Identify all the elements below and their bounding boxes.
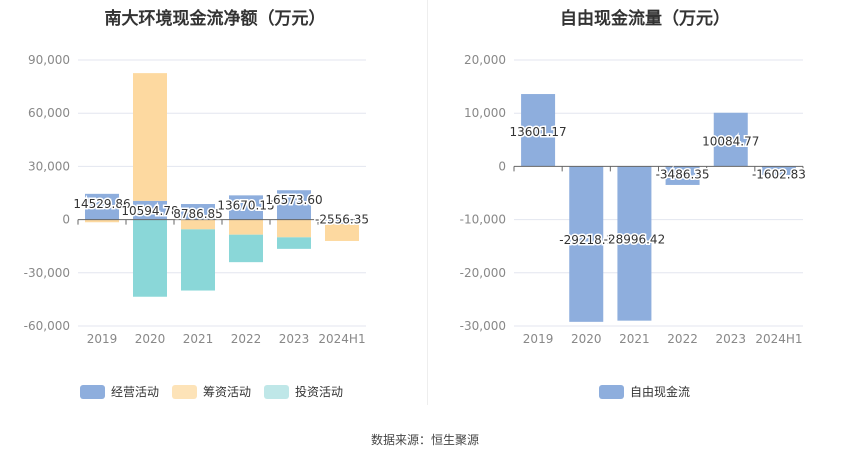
left-ytick-label: -60,000 [24,319,70,333]
legend-swatch-investing [264,384,290,399]
left-bar-operating [181,204,215,220]
right-ytick-label: 20,000 [464,53,506,67]
left-data-label: 13670.15 [217,198,274,212]
right-data-label: -28996.42 [604,233,666,247]
left-xtick-label: 2020 [135,332,166,346]
left-bar-financing [133,73,167,201]
legend-label-free-cash-flow: 自由现金流 [630,385,691,399]
right-bar-free-cash-flow [521,94,556,167]
left-data-label: 16573.60 [265,193,322,207]
legend-swatch-operating [80,384,105,399]
left-xtick-label: 2019 [87,332,118,346]
left-data-label: 8786.85 [173,207,223,221]
legend-label-financing: 筹资活动 [203,385,252,399]
right-data-label: -3486.35 [656,167,710,181]
right-bar-free-cash-flow [617,166,652,321]
legend-label-operating: 经营活动 [111,385,160,399]
right-bar-free-cash-flow [713,112,748,167]
left-bar-operating [277,190,311,220]
left-ytick-label: 60,000 [28,106,70,120]
left-bar-investing [181,229,215,291]
data-source: 数据来源：恒生聚源 [370,433,479,447]
left-ytick-label: 90,000 [28,53,70,67]
legend-item-investing[interactable]: 投资活动 [264,383,343,400]
left-ytick-label: 0 [62,213,70,227]
left-bar-financing [85,219,119,223]
right-xtick-label: 2023 [715,332,746,346]
right-bar-free-cash-flow [761,166,796,175]
right-ytick-label: 10,000 [464,106,506,120]
left-bar-investing [133,219,167,297]
right-legend: 自由现金流 [599,383,703,400]
legend-swatch-free-cash-flow [599,384,624,399]
right-xtick-label: 2020 [571,332,602,346]
right-ytick-label: 0 [498,159,506,173]
legend-label-investing: 投资活动 [295,385,344,399]
right-ytick-label: -20,000 [460,266,506,280]
left-bar-financing [229,219,263,235]
left-xtick-label: 2023 [279,332,310,346]
legend-item-free-cash-flow[interactable]: 自由现金流 [599,383,690,400]
legend-item-financing[interactable]: 筹资活动 [172,383,251,400]
left-xtick-label: 2022 [231,332,262,346]
left-bar-operating [325,219,359,225]
left-bar-financing [325,224,359,241]
legend-item-operating[interactable]: 经营活动 [80,383,159,400]
left-xtick-label: 2021 [183,332,214,346]
right-bar-free-cash-flow [569,166,604,322]
left-ytick-label: -30,000 [24,266,70,280]
right-xtick-label: 2021 [619,332,650,346]
right-xtick-label: 2024H1 [755,332,802,346]
legend-swatch-financing [172,384,198,399]
right-data-label: 10084.77 [702,135,759,149]
right-data-label: 13601.17 [509,125,566,139]
left-chart-title: 南大环境现金流净额（万元） [104,9,326,29]
left-data-label: -2556.35 [315,213,369,227]
right-ytick-label: -10,000 [460,213,506,227]
left-bar-operating [85,193,119,220]
left-bar-operating [133,200,167,220]
right-bar-free-cash-flow [665,166,700,185]
right-ytick-label: -30,000 [460,319,506,333]
left-data-label: 10594.78 [121,204,178,218]
left-data-label: 14529.86 [73,197,130,211]
left-ytick-label: 30,000 [28,159,70,173]
left-bar-investing [277,237,311,249]
right-data-label: -1602.83 [752,167,806,181]
right-chart-title: 自由现金流量（万元） [560,9,730,29]
right-data-label: -29218.1 [559,233,613,247]
right-xtick-label: 2019 [523,332,554,346]
left-bar-financing [181,219,215,230]
left-bar-investing [229,234,263,263]
left-xtick-label: 2024H1 [318,332,365,346]
right-xtick-label: 2022 [667,332,698,346]
left-bar-financing [277,219,311,238]
left-legend: 经营活动 筹资活动 投资活动 [80,383,356,400]
panel-divider [427,0,428,405]
left-bar-operating [229,195,263,220]
